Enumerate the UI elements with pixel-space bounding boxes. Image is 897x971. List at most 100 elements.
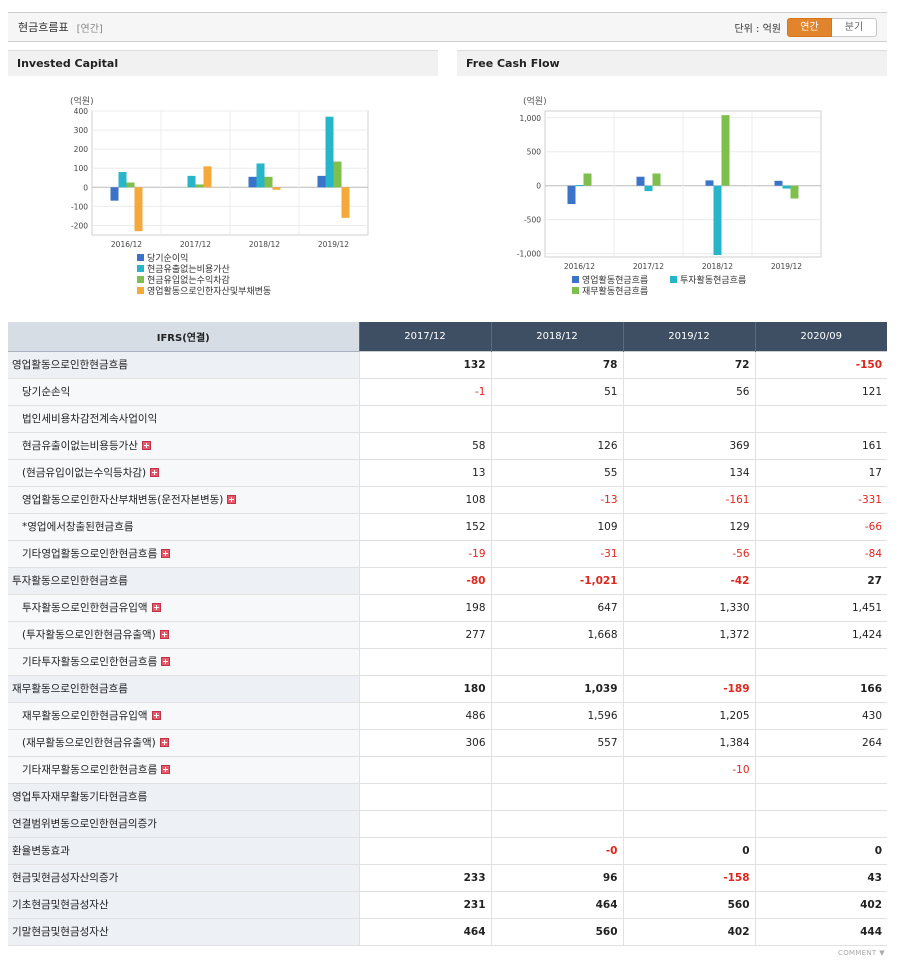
bar-투자활동현금흐름[interactable] bbox=[575, 185, 584, 187]
bar-재무활동현금흐름[interactable] bbox=[583, 173, 592, 186]
expand-plus-icon[interactable] bbox=[159, 630, 169, 639]
table-cell: 464 bbox=[358, 917, 491, 946]
table-cell: 109 bbox=[490, 513, 623, 541]
unit-label: 단위 : 억원 bbox=[734, 23, 781, 35]
table-cell: 277 bbox=[358, 621, 491, 649]
bar-현금유출없는비용가산[interactable] bbox=[256, 163, 265, 188]
legend-item: 현금유출없는비용가산 bbox=[147, 264, 230, 275]
row-label[interactable]: 영업활동으로인한자산부채변동(운전자본변동) bbox=[8, 486, 359, 514]
table-cell: 0 bbox=[754, 836, 887, 865]
bar-투자활동현금흐름[interactable] bbox=[644, 185, 653, 192]
table-cell: 121 bbox=[754, 378, 887, 406]
bar-영업활동으로인한자산및부채변동[interactable] bbox=[272, 187, 281, 190]
x-tick-label: 2017/12 bbox=[633, 262, 664, 271]
row-label[interactable]: (투자활동으로인한현금유출액) bbox=[8, 621, 359, 649]
quarter-toggle-button[interactable]: 분기 bbox=[832, 17, 877, 37]
table-header-period: 2017/12 bbox=[358, 322, 491, 351]
section-title: 현금흐름표 bbox=[18, 21, 69, 34]
expand-plus-icon[interactable] bbox=[141, 441, 151, 450]
expand-plus-icon[interactable] bbox=[161, 765, 171, 774]
x-tick-label: 2018/12 bbox=[702, 262, 733, 271]
bar-투자활동현금흐름[interactable] bbox=[782, 185, 791, 189]
bar-현금유출없는비용가산[interactable] bbox=[325, 116, 334, 188]
bar-당기순이익[interactable] bbox=[317, 175, 326, 188]
table-cell bbox=[358, 648, 491, 676]
y-tick-label: -500 bbox=[524, 216, 541, 225]
table-cell: 1,596 bbox=[490, 702, 623, 730]
bar-재무활동현금흐름[interactable] bbox=[721, 115, 730, 186]
row-label[interactable]: 기타재무활동으로인한현금흐름 bbox=[8, 756, 359, 784]
table-cell bbox=[490, 782, 623, 811]
expand-plus-icon[interactable] bbox=[161, 657, 171, 666]
bar-재무활동현금흐름[interactable] bbox=[652, 173, 661, 186]
row-label: 기초현금및현금성자산 bbox=[8, 890, 359, 919]
bar-현금유입없는수익차감[interactable] bbox=[333, 161, 342, 188]
bar-영업활동으로인한자산및부채변동[interactable] bbox=[134, 187, 143, 232]
table-cell: 152 bbox=[358, 513, 491, 541]
table-row: 기타재무활동으로인한현금흐름 -10 bbox=[8, 756, 887, 784]
row-label-text: 법인세비용차감전계속사업이익 bbox=[22, 413, 158, 425]
table-cell: 1,205 bbox=[622, 702, 755, 730]
bar-영업활동현금흐름[interactable] bbox=[774, 180, 783, 186]
row-label-text: 현금유출이없는비용등가산 bbox=[22, 440, 138, 452]
row-label[interactable]: 현금유출이없는비용등가산 bbox=[8, 432, 359, 460]
row-label-text: 연결범위변동으로인한현금의증가 bbox=[12, 818, 157, 830]
table-cell: -13 bbox=[490, 486, 623, 514]
bar-당기순이익[interactable] bbox=[248, 176, 257, 188]
row-label[interactable]: 기타영업활동으로인한현금흐름 bbox=[8, 540, 359, 568]
bar-현금유출없는비용가산[interactable] bbox=[118, 172, 127, 188]
expand-plus-icon[interactable] bbox=[151, 603, 161, 612]
annual-toggle-button[interactable]: 연간 bbox=[787, 17, 832, 37]
table-cell: 1,372 bbox=[622, 621, 755, 649]
bar-재무활동현금흐름[interactable] bbox=[790, 185, 799, 199]
table-cell bbox=[754, 756, 887, 784]
expand-plus-icon[interactable] bbox=[159, 738, 169, 747]
row-label[interactable]: (재무활동으로인한현금유출액) bbox=[8, 729, 359, 757]
table-cell: -10 bbox=[622, 756, 755, 784]
bar-현금유입없는수익차감[interactable] bbox=[126, 182, 135, 188]
table-row: 영업활동으로인한현금흐름 132 78 72 -150 bbox=[8, 350, 887, 379]
caret-down-icon: ▼ bbox=[879, 949, 885, 957]
table-cell bbox=[754, 405, 887, 433]
row-label[interactable]: (현금유입이없는수익등차감) bbox=[8, 459, 359, 487]
table-cell: 369 bbox=[622, 432, 755, 460]
y-tick-label: 0 bbox=[83, 183, 88, 192]
legend-swatch bbox=[137, 254, 144, 261]
table-cell: -19 bbox=[358, 540, 491, 568]
row-label[interactable]: 재무활동으로인한현금유입액 bbox=[8, 702, 359, 730]
bar-영업활동으로인한자산및부채변동[interactable] bbox=[203, 166, 212, 188]
bar-영업활동으로인한자산및부채변동[interactable] bbox=[341, 187, 350, 218]
table-row: 기타영업활동으로인한현금흐름 -19 -31 -56 -84 bbox=[8, 540, 887, 568]
bar-현금유출없는비용가산[interactable] bbox=[187, 175, 196, 188]
bar-현금유입없는수익차감[interactable] bbox=[264, 176, 273, 188]
bar-현금유입없는수익차감[interactable] bbox=[195, 184, 204, 188]
expand-plus-icon[interactable] bbox=[150, 468, 160, 477]
table-row: 재무활동으로인한현금유입액 486 1,596 1,205 430 bbox=[8, 702, 887, 730]
table-row: (재무활동으로인한현금유출액) 306 557 1,384 264 bbox=[8, 729, 887, 757]
bar-영업활동현금흐름[interactable] bbox=[705, 180, 714, 186]
expand-plus-icon[interactable] bbox=[151, 711, 161, 720]
comment-toggle[interactable]: COMMENT ▼ bbox=[838, 948, 885, 957]
table-cell: 126 bbox=[490, 432, 623, 460]
expand-plus-icon[interactable] bbox=[227, 495, 237, 504]
bar-영업활동현금흐름[interactable] bbox=[567, 185, 576, 205]
row-label[interactable]: 기타투자활동으로인한현금흐름 bbox=[8, 648, 359, 676]
table-cell: 560 bbox=[490, 917, 623, 946]
table-cell: -331 bbox=[754, 486, 887, 514]
table-cell bbox=[622, 405, 755, 433]
table-cell bbox=[490, 405, 623, 433]
table-cell: -150 bbox=[754, 350, 887, 379]
row-label: 연결범위변동으로인한현금의증가 bbox=[8, 809, 359, 838]
bar-당기순이익[interactable] bbox=[110, 187, 119, 201]
table-cell: 430 bbox=[754, 702, 887, 730]
table-row: (투자활동으로인한현금유출액) 277 1,668 1,372 1,424 bbox=[8, 621, 887, 649]
bar-투자활동현금흐름[interactable] bbox=[713, 185, 722, 256]
table-cell bbox=[622, 809, 755, 838]
legend-swatch bbox=[572, 276, 579, 283]
bar-영업활동현금흐름[interactable] bbox=[636, 176, 645, 186]
row-label: 환율변동효과 bbox=[8, 836, 359, 865]
comment-label: COMMENT bbox=[838, 949, 877, 957]
row-label[interactable]: 투자활동으로인한현금유입액 bbox=[8, 594, 359, 622]
expand-plus-icon[interactable] bbox=[161, 549, 171, 558]
table-cell bbox=[754, 782, 887, 811]
